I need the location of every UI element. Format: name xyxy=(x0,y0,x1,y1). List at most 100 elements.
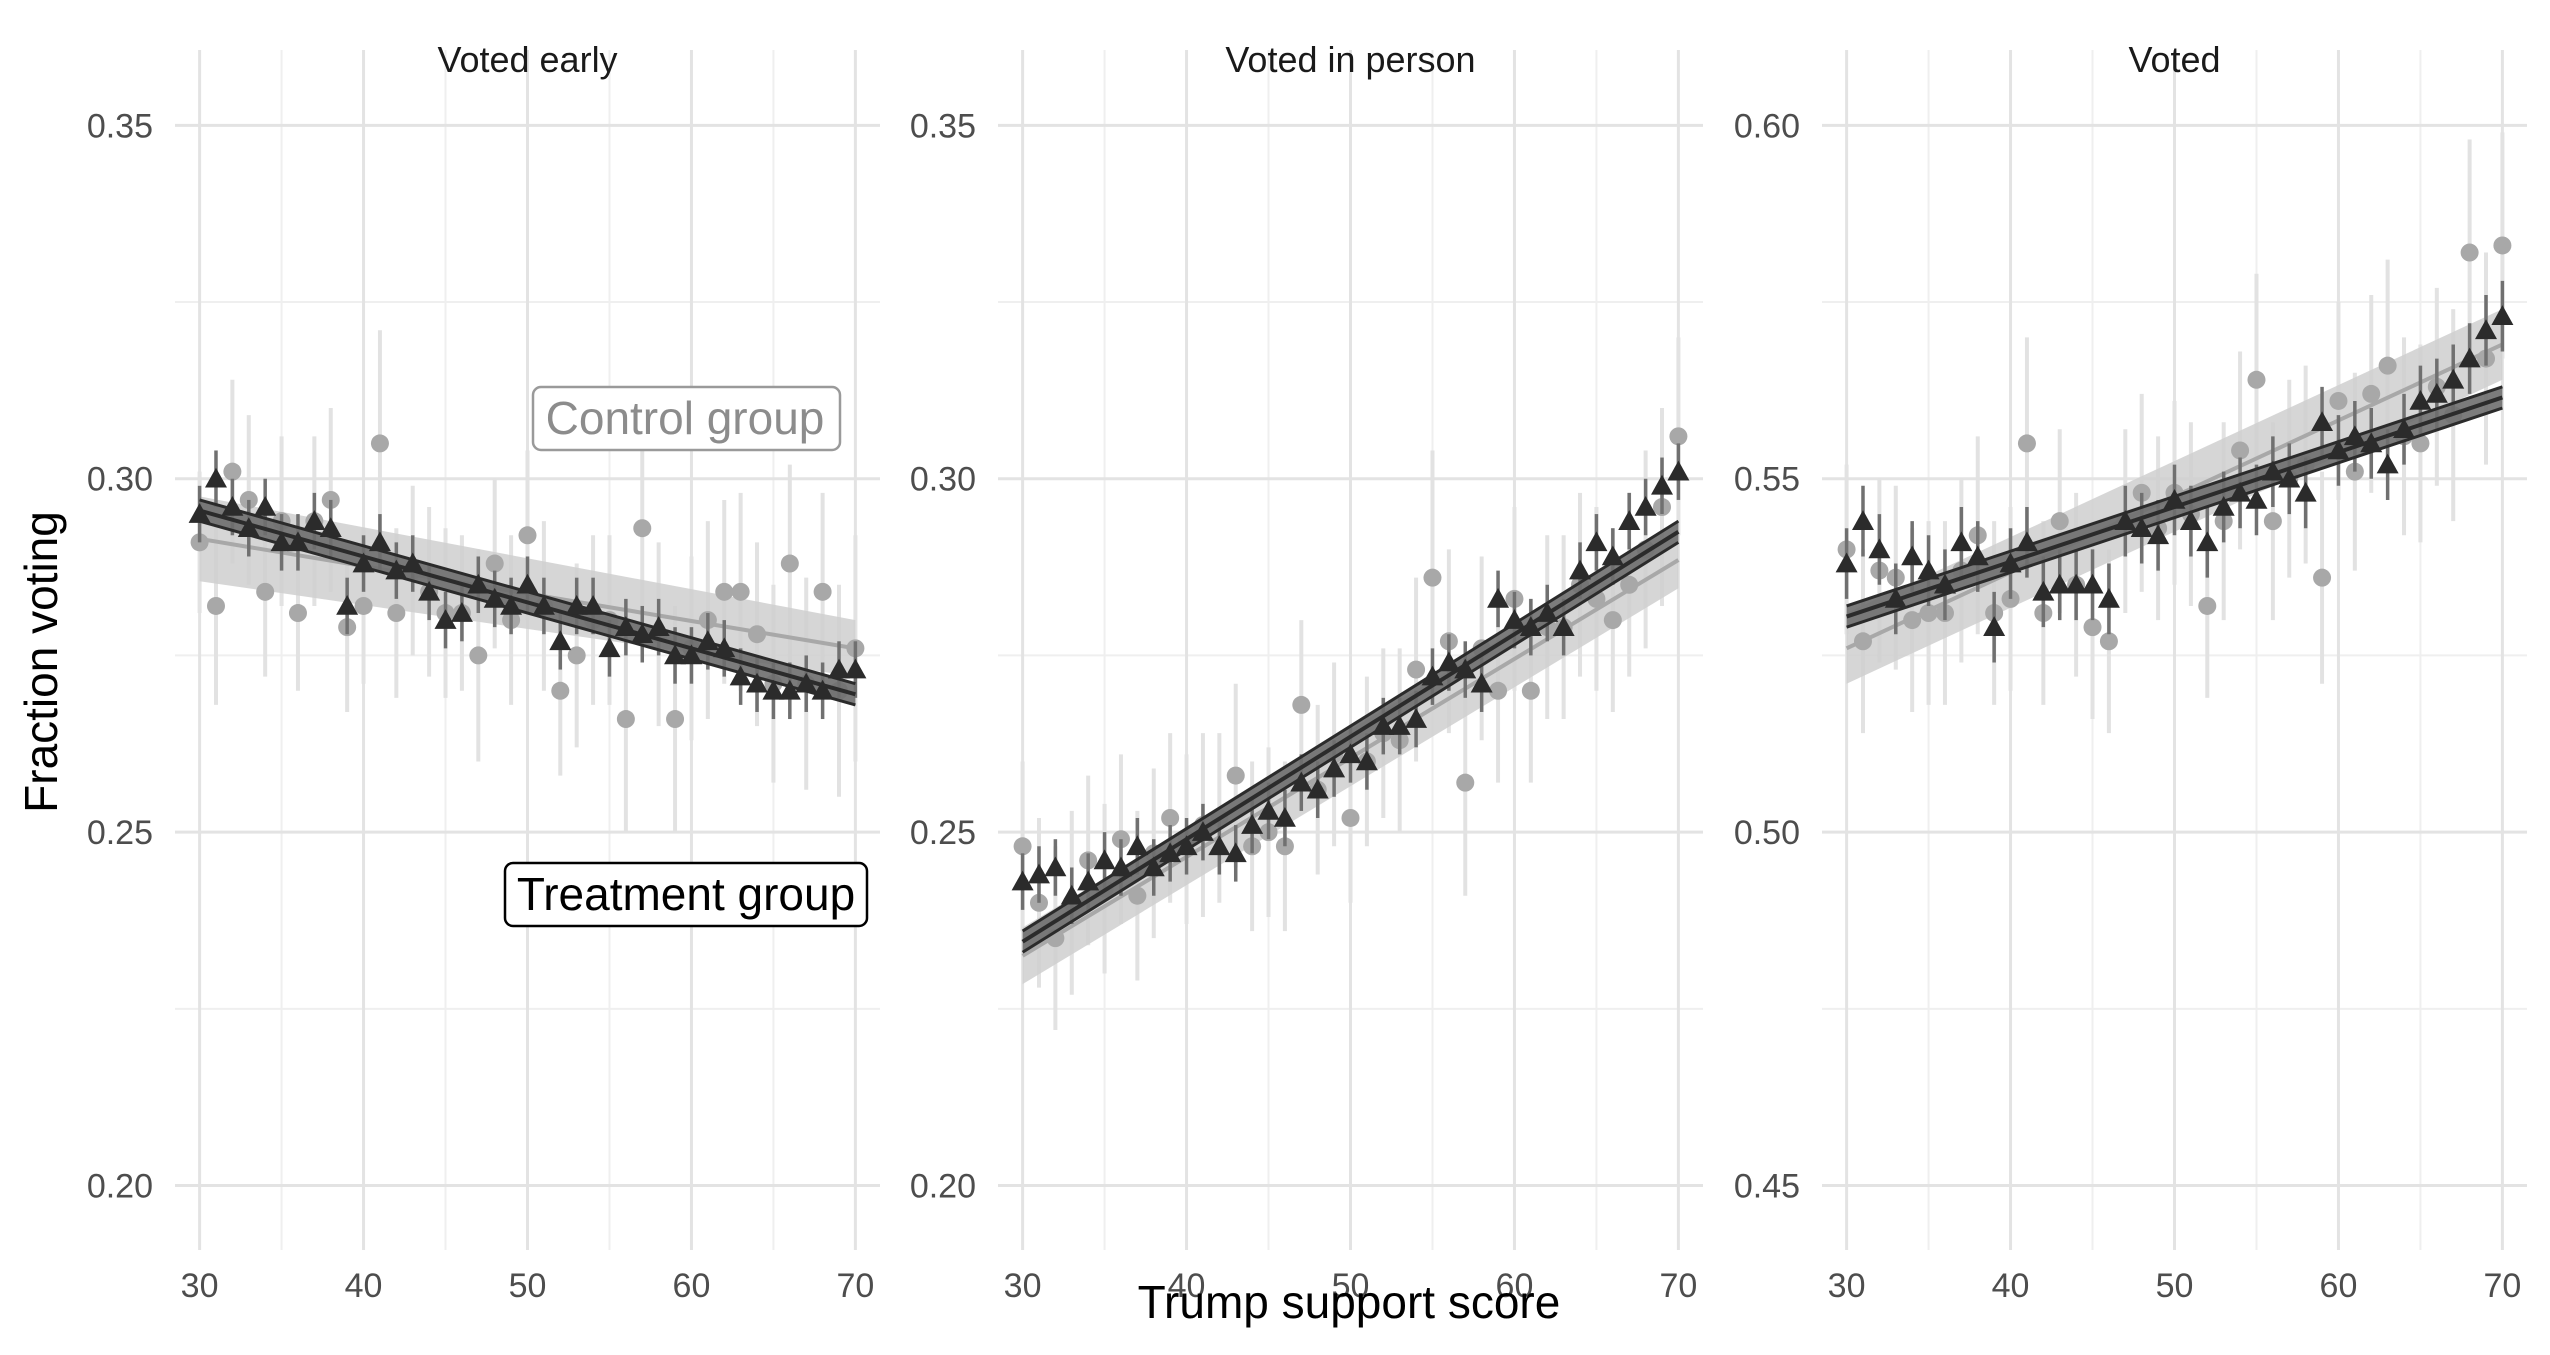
treatment-point xyxy=(713,637,736,658)
control-point xyxy=(633,519,652,538)
x-tick-label: 70 xyxy=(2483,1267,2521,1305)
treatment-point xyxy=(1950,531,1973,552)
treatment-point xyxy=(286,531,309,552)
x-tick-label: 50 xyxy=(2156,1267,2194,1305)
treatment-point xyxy=(696,630,719,651)
control-point xyxy=(1903,611,1922,630)
treatment-point xyxy=(2376,453,2399,474)
treatment-point xyxy=(1999,552,2022,573)
treatment-point xyxy=(2032,580,2055,601)
treatment-point xyxy=(1011,870,1034,891)
y-tick-label: 0.45 xyxy=(1734,1168,1800,1206)
treatment-point xyxy=(2458,347,2481,368)
treatment-point xyxy=(582,594,605,615)
treatment-point xyxy=(1208,835,1231,856)
control-point xyxy=(666,710,685,729)
legend-control-box xyxy=(531,385,842,452)
treatment-point xyxy=(2360,432,2383,453)
treatment-point xyxy=(467,573,490,594)
y-axis-title: Fraction voting xyxy=(15,511,67,813)
treatment-fit-edge xyxy=(1846,406,2503,629)
treatment-point xyxy=(1323,757,1346,778)
treatment-point xyxy=(401,552,424,573)
treatment-point xyxy=(1421,665,1444,686)
control-point xyxy=(1407,660,1426,679)
treatment-point xyxy=(1917,559,1940,580)
treatment-point xyxy=(2261,460,2284,481)
facet-title: Voted in person xyxy=(1225,39,1475,80)
control-point xyxy=(2362,384,2381,403)
control-point xyxy=(2493,236,2512,255)
treatment-point xyxy=(680,644,703,665)
treatment-point xyxy=(1835,552,1858,573)
x-tick-label: 50 xyxy=(509,1267,547,1305)
control-point xyxy=(206,596,225,615)
treatment-point xyxy=(1159,842,1182,863)
y-tick-label: 0.55 xyxy=(1734,461,1800,499)
treatment-point xyxy=(1601,545,1624,566)
y-tick-label: 0.25 xyxy=(910,814,976,852)
panel-1: 0.20 0.25 0.30 0.35 30 40 50 60 70 Voted early xyxy=(87,39,880,1305)
y-tick-label: 0.25 xyxy=(87,814,153,852)
treatment-point xyxy=(598,637,621,658)
control-point xyxy=(387,604,406,623)
treatment-point xyxy=(1437,651,1460,672)
control-point xyxy=(1013,837,1032,856)
treatment-point xyxy=(1339,743,1362,764)
treatment-point xyxy=(1306,778,1329,799)
control-point xyxy=(731,582,750,601)
control-point xyxy=(1128,886,1147,905)
treatment-point xyxy=(2327,439,2350,460)
control-point xyxy=(1226,766,1245,785)
control-point xyxy=(2378,356,2397,375)
treatment-point xyxy=(828,658,851,679)
y-tick-label: 0.30 xyxy=(87,461,153,499)
treatment-point xyxy=(631,623,654,644)
y-tick-label: 0.30 xyxy=(910,461,976,499)
control-point xyxy=(616,710,635,729)
treatment-point xyxy=(2081,573,2104,594)
treatment-point xyxy=(2048,573,2071,594)
treatment-fit-line xyxy=(199,508,856,697)
treatment-point xyxy=(1651,474,1674,495)
control-point xyxy=(1521,681,1540,700)
x-tick-label: 70 xyxy=(836,1267,874,1305)
treatment-point xyxy=(1027,863,1050,884)
treatment-point xyxy=(270,531,293,552)
treatment-point xyxy=(336,594,359,615)
treatment-point xyxy=(1470,672,1493,693)
treatment-point xyxy=(1933,573,1956,594)
treatment-point xyxy=(746,672,769,693)
treatment-point xyxy=(319,517,342,538)
treatment-point xyxy=(2278,467,2301,488)
treatment-point xyxy=(2409,389,2432,410)
control-point xyxy=(288,604,307,623)
treatment-point xyxy=(221,496,244,516)
treatment-point xyxy=(1851,510,1874,530)
control-point xyxy=(2099,632,2118,651)
treatment-point xyxy=(2425,382,2448,403)
y-tick-label: 0.50 xyxy=(1734,814,1800,852)
treatment-point xyxy=(1241,814,1264,834)
control-point xyxy=(223,462,242,481)
treatment-point xyxy=(1503,609,1526,629)
treatment-point xyxy=(1536,602,1559,622)
x-tick-label: 30 xyxy=(181,1267,219,1305)
treatment-point xyxy=(1077,870,1100,891)
x-tick-label: 60 xyxy=(1496,1267,1534,1305)
y-tick-label: 0.35 xyxy=(910,107,976,145)
treatment-point xyxy=(2229,481,2252,502)
treatment-point xyxy=(2393,418,2416,439)
y-tick-label: 0.20 xyxy=(910,1168,976,1206)
control-point xyxy=(1161,808,1180,827)
x-axis-title: Trump support score xyxy=(1138,1276,1561,1328)
treatment-point xyxy=(1901,545,1924,566)
treatment-fit-line xyxy=(1021,530,1680,944)
treatment-point xyxy=(1273,806,1296,827)
panel-3: 0.45 0.50 0.55 0.60 30 40 50 60 70 Voted xyxy=(1734,39,2527,1305)
treatment-point xyxy=(385,559,408,580)
control-point xyxy=(551,681,570,700)
y-tick-label: 0.20 xyxy=(87,1168,153,1206)
